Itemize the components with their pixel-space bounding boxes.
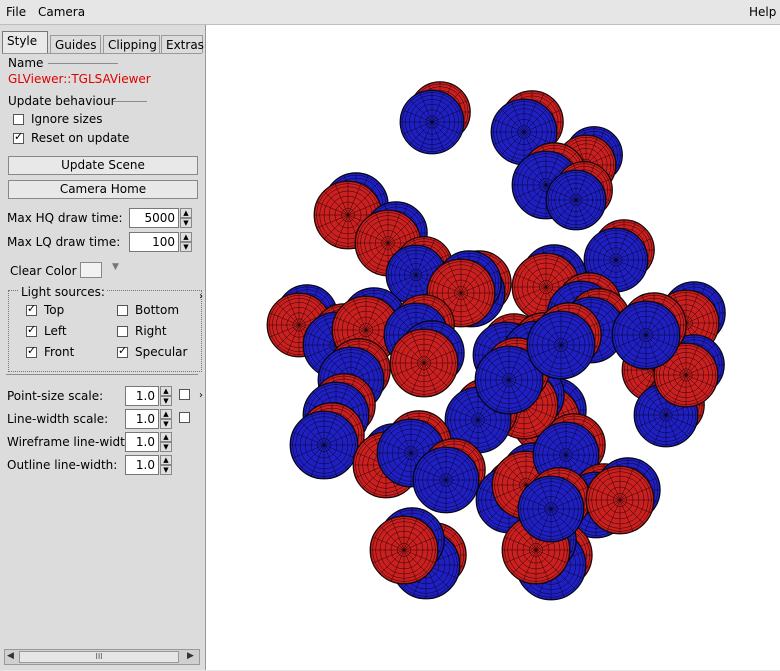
atom-sphere: [490, 90, 564, 166]
wireframe-width-down-arrow-icon[interactable]: ▼: [160, 442, 172, 452]
outline-width-input[interactable]: [125, 455, 159, 475]
style-tab-content: Name GLViewer::TGLSAViewer Update behavi…: [2, 53, 203, 639]
clear-color-label: Clear Color: [10, 264, 77, 278]
update-behaviour-separator: [113, 101, 147, 102]
atom-sphere: [369, 507, 445, 585]
light-sources-label: Light sources:: [19, 285, 107, 299]
max-hq-label: Max HQ draw time:: [7, 211, 123, 225]
line-width-down-arrow-icon[interactable]: ▼: [160, 419, 172, 429]
horizontal-scrollbar[interactable]: ◀ III ▶: [4, 649, 200, 665]
atom-sphere: [289, 402, 365, 480]
atom-sphere: [389, 320, 465, 398]
light-top-label: Top: [44, 303, 65, 317]
max-lq-input[interactable]: [129, 232, 179, 252]
line-width-up-arrow-icon[interactable]: ▲: [160, 409, 172, 419]
light-front-label: Front: [44, 345, 75, 359]
point-size-up-arrow-icon[interactable]: ▲: [160, 386, 172, 396]
light-top-checkbox[interactable]: [26, 302, 37, 316]
wireframe-width-up-arrow-icon[interactable]: ▲: [160, 432, 172, 442]
max-lq-label: Max LQ draw time:: [7, 235, 121, 249]
atom-sphere: [526, 302, 602, 380]
atom-sphere: [412, 438, 486, 514]
max-lq-down-arrow-icon[interactable]: ▼: [180, 242, 192, 252]
scroll-right-arrow-icon[interactable]: ▶: [187, 651, 194, 661]
outline-width-down-arrow-icon[interactable]: ▼: [160, 465, 172, 475]
menu-file[interactable]: File: [6, 5, 27, 19]
atom-sphere: [585, 457, 661, 535]
light-bottom-label: Bottom: [135, 303, 180, 317]
menu-bar: File Camera Help: [0, 0, 780, 25]
light-right-label: Right: [135, 324, 167, 338]
wireframe-width-input[interactable]: [125, 432, 159, 452]
point-size-down-arrow-icon[interactable]: ▼: [160, 396, 172, 406]
atom-sphere: [611, 292, 687, 370]
reset-on-update-label: Reset on update: [31, 131, 130, 145]
light-sources-expand-icon[interactable]: ›: [199, 291, 203, 302]
ignore-sizes-checkbox[interactable]: [13, 114, 24, 125]
light-left-label: Left: [44, 324, 67, 338]
light-specular-label: Specular: [135, 345, 188, 359]
atom-sphere: [517, 467, 591, 543]
atom-sphere: [545, 161, 613, 231]
clear-color-dropdown-icon[interactable]: ▼: [112, 262, 119, 272]
outline-width-label: Outline line-width:: [7, 458, 118, 472]
section-separator: [6, 374, 198, 375]
scene-svg[interactable]: [206, 25, 779, 668]
point-size-label: Point-size scale:: [7, 389, 104, 403]
control-panel: Style Guides Clipping Extras Name GLView…: [0, 25, 205, 670]
atom-sphere: [399, 81, 471, 155]
light-bottom-checkbox[interactable]: [117, 305, 128, 316]
wireframe-width-label: Wireframe line-width:: [7, 435, 137, 449]
light-specular-checkbox[interactable]: [117, 344, 128, 358]
point-size-input[interactable]: [125, 386, 159, 406]
tab-clipping[interactable]: Clipping: [103, 35, 160, 53]
scrollbar-thumb[interactable]: III: [19, 651, 179, 663]
max-hq-down-arrow-icon[interactable]: ▼: [180, 218, 192, 228]
viewer-name-value: GLViewer::TGLSAViewer: [8, 72, 151, 86]
ignore-sizes-label: Ignore sizes: [31, 112, 103, 126]
max-lq-up-arrow-icon[interactable]: ▲: [180, 232, 192, 242]
max-hq-input[interactable]: [129, 208, 179, 228]
line-width-label: Line-width scale:: [7, 412, 109, 426]
name-label: Name: [8, 56, 44, 70]
max-hq-up-arrow-icon[interactable]: ▲: [180, 208, 192, 218]
menu-camera[interactable]: Camera: [38, 5, 86, 19]
scroll-left-arrow-icon[interactable]: ◀: [7, 651, 14, 661]
line-width-input[interactable]: [125, 409, 159, 429]
camera-home-button[interactable]: Camera Home: [8, 180, 198, 199]
point-size-expand-icon[interactable]: ›: [199, 390, 203, 401]
line-width-checkbox[interactable]: [179, 412, 190, 423]
tab-bar: Style Guides Clipping Extras: [2, 31, 204, 54]
gl-viewer-canvas[interactable]: [205, 25, 780, 670]
light-left-checkbox[interactable]: [26, 323, 37, 337]
tab-style[interactable]: Style: [2, 31, 48, 54]
outline-width-up-arrow-icon[interactable]: ▲: [160, 455, 172, 465]
tab-guides[interactable]: Guides: [50, 35, 101, 53]
light-front-checkbox[interactable]: [26, 344, 37, 358]
update-behaviour-label: Update behaviour: [8, 94, 116, 108]
light-right-checkbox[interactable]: [117, 326, 128, 337]
update-scene-button[interactable]: Update Scene: [8, 156, 198, 175]
name-separator: [48, 63, 118, 64]
clear-color-swatch[interactable]: [80, 262, 102, 278]
reset-on-update-checkbox[interactable]: [13, 130, 24, 144]
tab-extras[interactable]: Extras: [161, 35, 204, 53]
menu-help[interactable]: Help: [749, 5, 777, 19]
point-size-checkbox[interactable]: [179, 389, 190, 400]
